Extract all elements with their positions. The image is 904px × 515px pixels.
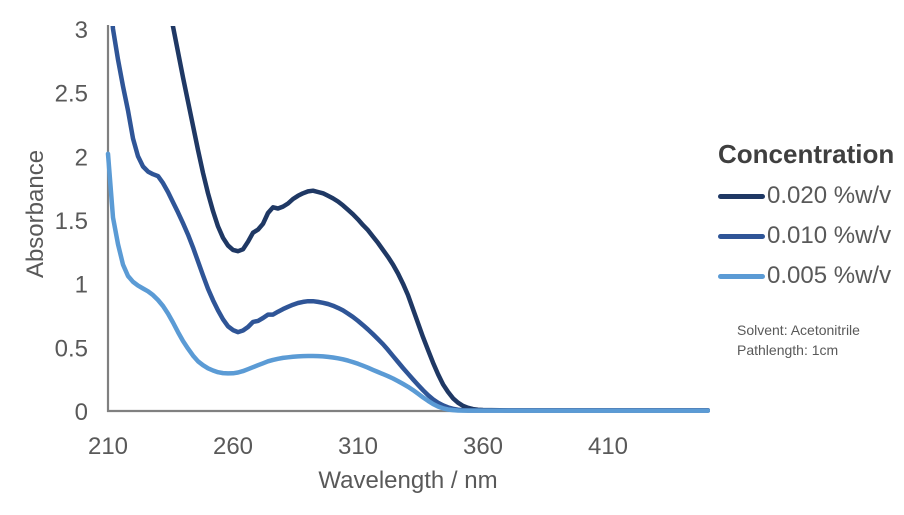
legend-swatch-line [718, 273, 765, 279]
annotation: Solvent: Acetonitrile Pathlength: 1cm [737, 320, 860, 360]
legend-label: 0.010 %w/v [767, 222, 892, 249]
x-tick-label: 360 [463, 433, 503, 460]
legend: Concentration 0.020 %w/v 0.010 %w/v 0.005 … [718, 139, 904, 289]
legend-swatch-line [718, 233, 765, 239]
y-tick-label: 3 [75, 17, 88, 44]
annotation-solvent: Solvent: Acetonitrile [737, 322, 860, 338]
x-tick-label: 210 [88, 433, 128, 460]
x-tick-label: 310 [338, 433, 378, 460]
legend-items: 0.020 %w/v 0.010 %w/v 0.005 %w/v [718, 182, 904, 289]
legend-label: 0.005 %w/v [767, 262, 892, 289]
legend-item: 0.020 %w/v [718, 182, 904, 209]
legend-label: 0.020 %w/v [767, 182, 892, 209]
series-line-0.005-w-v [105, 151, 710, 413]
legend-item: 0.010 %w/v [718, 222, 904, 249]
legend-item: 0.005 %w/v [718, 262, 904, 289]
x-axis-title: Wavelength / nm [318, 467, 498, 494]
y-tick-label: 2.5 [55, 81, 88, 108]
legend-title: Concentration [718, 139, 895, 169]
series-line-0.020-w-v [170, 26, 710, 413]
y-tick-label: 2 [75, 144, 88, 171]
x-tick-label: 410 [588, 433, 628, 460]
y-tick-label: 1.5 [55, 208, 88, 235]
y-axis-title: Absorbance [22, 149, 49, 279]
y-tick-label: 1 [75, 272, 88, 299]
y-tick-label: 0 [75, 399, 88, 426]
series-line-0.010-w-v [110, 26, 710, 413]
y-tick-label: 0.5 [55, 335, 88, 362]
x-tick-label: 260 [213, 433, 253, 460]
annotation-pathlength: Pathlength: 1cm [737, 342, 839, 358]
legend-swatch-line [718, 193, 765, 199]
